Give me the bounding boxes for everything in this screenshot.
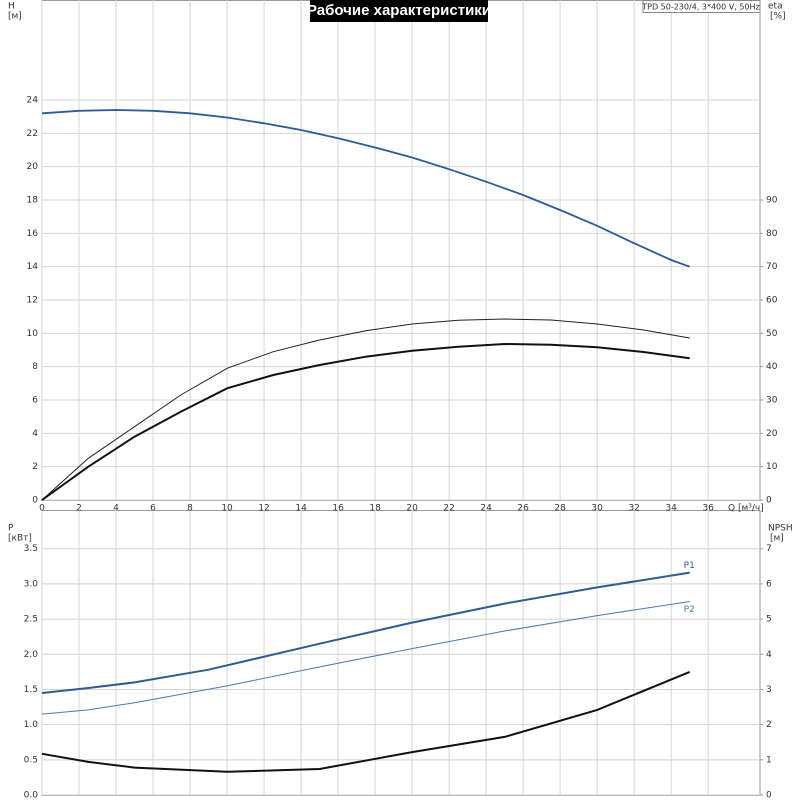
- y-tick-label: 0.5: [24, 755, 38, 765]
- x-tick-label: 20: [406, 504, 418, 514]
- y-axis-unit: [м]: [8, 12, 22, 22]
- x-tick-label: 28: [554, 504, 566, 514]
- y2-tick-label: 60: [766, 296, 778, 306]
- y2-tick-label: 80: [766, 229, 778, 239]
- x-tick-label: 8: [187, 504, 193, 514]
- y-tick-label: 6: [32, 396, 38, 406]
- y-tick-label: 1.0: [24, 720, 39, 730]
- y2-axis-label: NPSH: [768, 524, 793, 534]
- y-axis-label: H: [8, 2, 15, 12]
- y-tick-label: 14: [27, 262, 39, 272]
- y-tick-label: 22: [27, 129, 38, 139]
- x-tick-label: 36: [702, 504, 714, 514]
- y2-tick-label: 50: [766, 329, 778, 339]
- curve: [41, 342, 690, 501]
- y-tick-label: 20: [27, 162, 39, 172]
- x-tick-label: 30: [591, 504, 603, 514]
- y-tick-label: 2.5: [24, 615, 38, 625]
- x-tick-label: 32: [628, 504, 639, 514]
- x-tick-label: 24: [480, 504, 492, 514]
- chart-title: Рабочие характеристики: [307, 2, 491, 19]
- y2-tick-label: 7: [766, 544, 772, 554]
- y2-tick-label: 1: [766, 755, 772, 765]
- curve: [41, 670, 691, 773]
- y-axis-label: P: [8, 524, 14, 534]
- y-tick-label: 2: [32, 462, 38, 472]
- title-box: [310, 0, 488, 22]
- y2-axis-unit: [м]: [770, 534, 784, 544]
- y-tick-label: 16: [27, 229, 39, 239]
- curve-label: P1: [684, 561, 695, 571]
- y-tick-label: 0.0: [24, 791, 39, 800]
- x-axis-label: Q [м³/ч]: [728, 504, 764, 514]
- y2-tick-label: 10: [766, 462, 778, 472]
- y-axis-unit: [кВт]: [8, 534, 32, 544]
- x-tick-label: 0: [39, 504, 45, 514]
- y2-tick-label: 70: [766, 262, 778, 272]
- y-tick-label: 0: [32, 496, 38, 506]
- y-tick-label: 24: [27, 96, 39, 106]
- x-tick-label: 22: [443, 504, 454, 514]
- y2-tick-label: 90: [766, 196, 778, 206]
- plot-frame: [41, 510, 761, 796]
- x-tick-label: 2: [76, 504, 82, 514]
- y2-tick-label: 4: [766, 650, 772, 660]
- y2-tick-label: 2: [766, 720, 772, 730]
- y-tick-label: 8: [32, 362, 38, 372]
- y-tick-label: 3.5: [24, 544, 38, 554]
- model-label: TPD 50-230/4, 3*400 V, 50Hz: [641, 3, 759, 12]
- y2-tick-label: 40: [766, 362, 778, 372]
- y2-axis-unit: [%]: [770, 12, 786, 22]
- curve: [41, 109, 691, 268]
- x-tick-label: 10: [221, 504, 233, 514]
- x-tick-label: 34: [665, 504, 677, 514]
- x-tick-label: 26: [517, 504, 529, 514]
- y2-tick-label: 0: [766, 496, 772, 506]
- curve: [41, 318, 690, 501]
- x-tick-label: 14: [295, 504, 307, 514]
- x-tick-label: 4: [113, 504, 119, 514]
- curve: [41, 601, 690, 715]
- y-tick-label: 18: [27, 196, 39, 206]
- y-tick-label: 1.5: [24, 685, 38, 695]
- y2-tick-label: 3: [766, 685, 772, 695]
- x-tick-label: 12: [258, 504, 269, 514]
- y-tick-label: 4: [32, 429, 38, 439]
- x-tick-label: 16: [332, 504, 344, 514]
- model-box: [642, 0, 761, 13]
- y2-tick-label: 0: [766, 791, 772, 800]
- curve-label: P2: [684, 605, 695, 615]
- x-tick-label: 18: [369, 504, 381, 514]
- y2-tick-label: 30: [766, 396, 778, 406]
- x-tick-label: 6: [150, 504, 156, 514]
- y-tick-label: 2.0: [24, 650, 39, 660]
- y2-axis-label: eta: [768, 2, 783, 12]
- y-tick-label: 12: [27, 296, 38, 306]
- y-tick-label: 10: [27, 329, 39, 339]
- y-tick-label: 3.0: [24, 579, 39, 589]
- y2-tick-label: 6: [766, 579, 772, 589]
- curve: [41, 571, 690, 694]
- y2-tick-label: 5: [766, 615, 772, 625]
- y2-tick-label: 20: [766, 429, 778, 439]
